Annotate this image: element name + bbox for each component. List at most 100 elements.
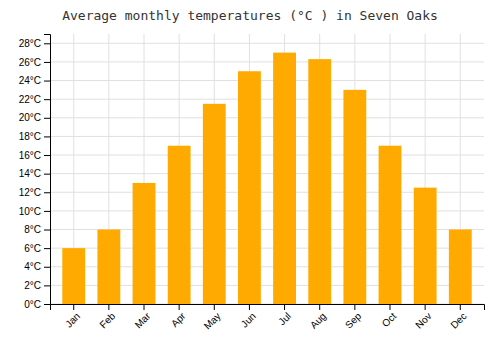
tick-label: 6°C — [24, 243, 41, 254]
tick-label: 0°C — [24, 299, 41, 310]
bar — [97, 230, 120, 304]
tick-mark — [284, 304, 285, 310]
grid-line — [50, 117, 484, 118]
tick-mark — [44, 248, 50, 249]
tick-mark — [460, 304, 461, 310]
grid-line — [50, 99, 484, 100]
tick-label: 8°C — [24, 224, 41, 235]
tick-label: Jun — [239, 310, 258, 329]
title: Average monthly temperatures (°C ) in Se… — [62, 8, 438, 23]
y-axis: 0°C 2°C 4°C 6°C 8°C 10°C 12°C 14°C 16°C 18°C 20°C 2… — [19, 35, 51, 310]
tick-label: 12°C — [19, 187, 41, 198]
tick-mark — [354, 304, 355, 310]
tick: 2°C — [24, 280, 50, 291]
tick-label: 16°C — [19, 150, 41, 161]
tick: 0°C — [24, 299, 50, 310]
grid-line — [50, 136, 484, 137]
tick-label: Feb — [97, 310, 117, 330]
x-axis: Jan Feb Mar Apr May Jun Jul Aug Sep Oct Nov Dec — [51, 304, 485, 332]
bar — [238, 71, 261, 304]
tick: Aug — [308, 304, 328, 331]
bar — [62, 248, 85, 304]
grid-line — [50, 43, 484, 44]
tick: Sep — [343, 304, 364, 331]
tick-label: Apr — [169, 310, 188, 329]
tick-mark — [214, 304, 215, 310]
bar — [343, 90, 366, 304]
tick-mark — [44, 62, 50, 63]
tick-mark — [44, 230, 50, 231]
tick-mark — [44, 174, 50, 175]
tick: 28°C — [19, 38, 50, 49]
tick: Jul — [276, 304, 293, 327]
tick-label: 2°C — [24, 280, 41, 291]
bar — [133, 183, 156, 304]
tick-mark — [179, 304, 180, 310]
grid-line — [50, 155, 484, 156]
bar — [449, 230, 472, 304]
tick: 12°C — [19, 187, 50, 198]
tick-label: 4°C — [24, 261, 41, 272]
tick: Feb — [97, 304, 117, 330]
tick: Apr — [169, 304, 188, 329]
tick: May — [202, 304, 223, 332]
tick-label: 10°C — [19, 206, 41, 217]
tick-label: Oct — [380, 310, 399, 329]
tick-mark — [425, 304, 426, 310]
tick-label: Sep — [343, 310, 364, 331]
grid-line — [50, 61, 484, 62]
tick-label: 14°C — [19, 168, 41, 179]
axis-line — [44, 35, 51, 305]
tick-mark — [44, 43, 50, 44]
tick-label: 22°C — [19, 94, 41, 105]
tick-label: 28°C — [19, 38, 41, 49]
tick: 18°C — [19, 131, 50, 142]
tick-mark — [389, 304, 390, 310]
tick: 6°C — [24, 243, 50, 254]
tick-label: Jul — [276, 310, 293, 327]
tick-label: Nov — [413, 310, 433, 330]
tick-label: 24°C — [19, 75, 41, 86]
tick-label: 18°C — [19, 131, 41, 142]
tick: Oct — [380, 304, 399, 329]
tick: 10°C — [19, 206, 50, 217]
tick-mark — [44, 118, 50, 119]
tick-label: Jan — [63, 310, 82, 329]
tick: Nov — [413, 304, 433, 331]
tick-mark — [44, 136, 50, 137]
tick: 16°C — [19, 150, 50, 161]
tick: Jun — [239, 304, 258, 330]
bar — [273, 53, 296, 304]
tick-mark — [319, 304, 320, 310]
tick-label: Mar — [133, 310, 153, 330]
grid-line — [50, 80, 484, 81]
tick-mark — [108, 304, 109, 310]
plot: 0°C 2°C 4°C 6°C 8°C 10°C 12°C 14°C 16°C 18°C 20°C 2… — [19, 34, 485, 332]
tick-label: Aug — [308, 310, 328, 330]
axis-line — [51, 305, 485, 311]
tick-mark — [44, 99, 50, 100]
tick: 4°C — [24, 261, 50, 272]
tick: 24°C — [19, 75, 50, 86]
tick-mark — [44, 304, 50, 305]
bar — [308, 59, 331, 304]
tick: Mar — [133, 304, 153, 330]
bar — [414, 188, 437, 304]
tick-mark — [44, 81, 50, 82]
tick: Jan — [63, 304, 82, 330]
tick-mark — [44, 267, 50, 268]
tick-mark — [249, 304, 250, 310]
tick-mark — [44, 285, 50, 286]
bar — [379, 146, 402, 304]
tick-label: May — [202, 310, 223, 331]
tick: 22°C — [19, 94, 50, 105]
tick-mark — [44, 211, 50, 212]
tick-label: 26°C — [19, 57, 41, 68]
tick-mark — [44, 155, 50, 156]
tick-mark — [73, 304, 74, 310]
tick-label: Dec — [448, 310, 468, 330]
tick: 14°C — [19, 168, 50, 179]
chart: Average monthly temperatures (°C ) in Se… — [0, 0, 500, 350]
tick: 20°C — [19, 112, 50, 123]
tick: 8°C — [24, 224, 50, 235]
